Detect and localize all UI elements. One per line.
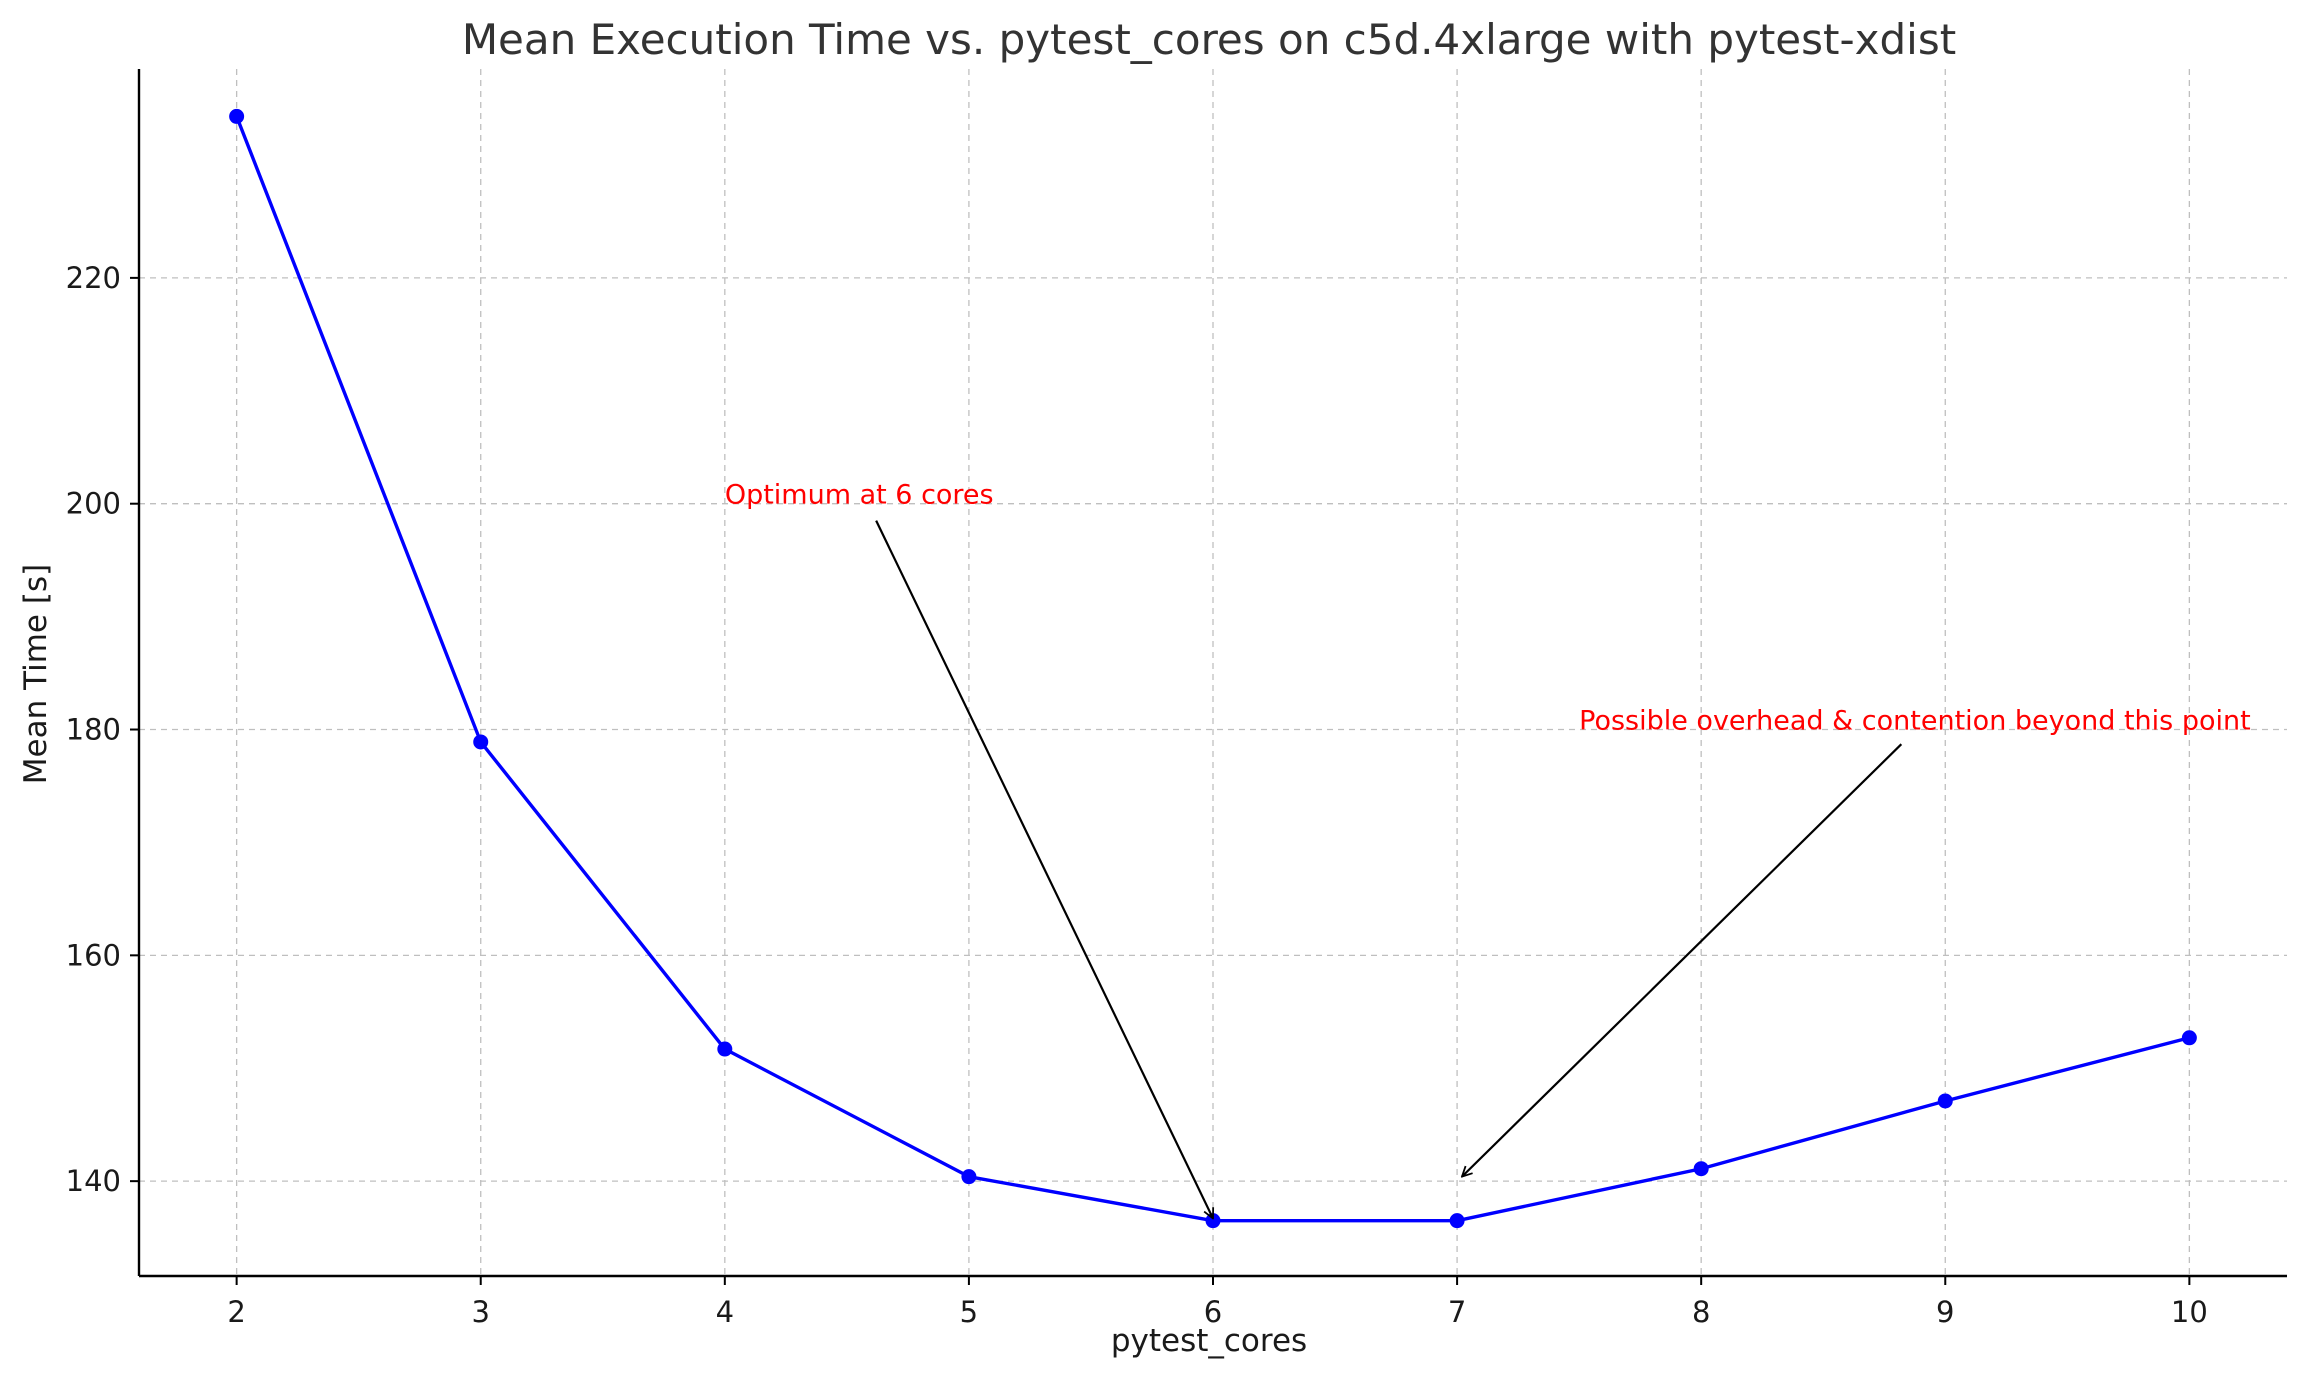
series xyxy=(229,108,2197,1229)
y-axis-label: Mean Time [s] xyxy=(18,564,54,784)
x-tick-label: 4 xyxy=(716,1295,734,1329)
y-tick-label: 160 xyxy=(66,938,121,972)
x-tick-label: 8 xyxy=(1692,1295,1710,1329)
data-point xyxy=(473,734,489,750)
chart-title: Mean Execution Time vs. pytest_cores on … xyxy=(462,15,1956,64)
x-axis-ticks: 2 3 4 5 6 7 8 9 10 xyxy=(227,1276,2208,1329)
data-point xyxy=(2181,1030,2197,1046)
data-point xyxy=(1937,1093,1953,1109)
y-tick-label: 140 xyxy=(66,1164,121,1198)
data-point xyxy=(717,1041,733,1057)
y-axis-ticks: 140 160 180 200 220 xyxy=(66,261,139,1198)
x-tick-label: 6 xyxy=(1204,1295,1222,1329)
x-tick-label: 9 xyxy=(1936,1295,1954,1329)
x-tick-label: 2 xyxy=(227,1295,245,1329)
x-tick-label: 3 xyxy=(472,1295,490,1329)
data-point xyxy=(961,1169,977,1185)
annotations: Optimum at 6 cores Possible overhead & co… xyxy=(725,480,2251,1219)
y-tick-label: 220 xyxy=(66,261,121,295)
data-point xyxy=(1693,1161,1709,1177)
data-point xyxy=(229,108,245,124)
x-tick-label: 5 xyxy=(960,1295,978,1329)
annotation-arrow xyxy=(875,520,1213,1219)
x-tick-label: 10 xyxy=(2171,1295,2208,1329)
grid xyxy=(139,69,2287,1276)
data-point xyxy=(1205,1213,1221,1229)
y-tick-label: 180 xyxy=(66,713,121,747)
x-axis-label: pytest_cores xyxy=(1111,1323,1307,1359)
annotation-text: Possible overhead & contention beyond th… xyxy=(1579,706,2251,737)
x-tick-label: 7 xyxy=(1448,1295,1466,1329)
data-point xyxy=(1449,1213,1465,1229)
annotation-arrow xyxy=(1462,743,1903,1176)
y-tick-label: 200 xyxy=(66,487,121,521)
annotation-text: Optimum at 6 cores xyxy=(725,480,994,511)
